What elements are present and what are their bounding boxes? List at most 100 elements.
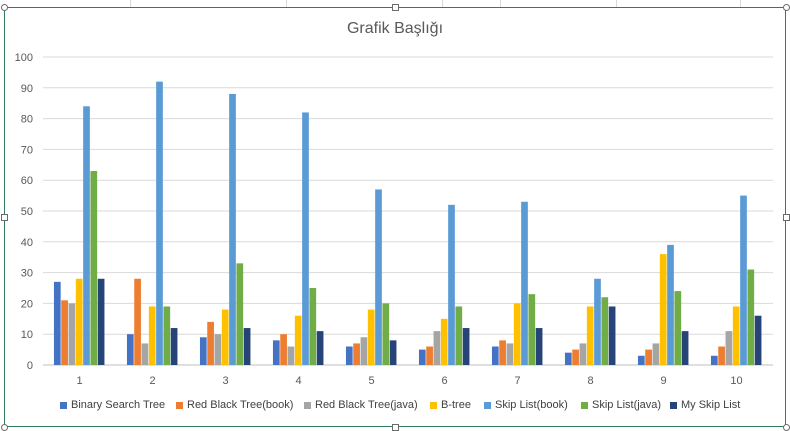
bar-b-tree-5[interactable]: [367, 309, 375, 365]
bar-binary-search-tree-1[interactable]: [53, 281, 61, 365]
resize-handle-top-left[interactable]: [1, 4, 8, 11]
bar-binary-search-tree-9[interactable]: [637, 355, 645, 365]
bar-binary-search-tree-6[interactable]: [418, 349, 426, 365]
legend-swatch: [60, 401, 67, 409]
bar-red-black-tree-java-10[interactable]: [725, 331, 733, 365]
bar-red-black-tree-book-3[interactable]: [207, 321, 214, 365]
bar-b-tree-3[interactable]: [221, 309, 229, 365]
chart-title[interactable]: Grafik Başlığı: [346, 20, 444, 37]
legend-swatch: [176, 401, 183, 409]
bar-red-black-tree-book-6[interactable]: [426, 346, 433, 365]
bar-skip-list-book-5[interactable]: [375, 189, 382, 365]
bar-my-skip-list-2[interactable]: [170, 328, 178, 365]
bar-red-black-tree-java-4[interactable]: [287, 346, 295, 365]
bar-binary-search-tree-4[interactable]: [272, 340, 280, 365]
bar-skip-list-book-4[interactable]: [302, 112, 309, 365]
bar-skip-list-book-9[interactable]: [667, 244, 674, 365]
bar-my-skip-list-3[interactable]: [243, 328, 251, 365]
bar-binary-search-tree-8[interactable]: [564, 352, 572, 365]
legend-item[interactable]: Binary Search Tree: [60, 399, 165, 411]
legend-label: Skip List(book): [495, 399, 568, 412]
bar-red-black-tree-java-6[interactable]: [433, 331, 441, 365]
y-tick-label: 100: [15, 52, 33, 64]
x-tick-label: 7: [514, 375, 520, 387]
legend-label: My Skip List: [681, 399, 741, 412]
bar-binary-search-tree-10[interactable]: [710, 355, 718, 365]
bar-skip-list-book-1[interactable]: [83, 106, 90, 365]
bar-binary-search-tree-5[interactable]: [345, 346, 353, 365]
bar-red-black-tree-book-4[interactable]: [280, 334, 287, 365]
resize-handle-top-center[interactable]: [392, 4, 399, 11]
bar-my-skip-list-6[interactable]: [462, 328, 470, 365]
bar-skip-list-java-7[interactable]: [528, 294, 536, 365]
bar-skip-list-java-5[interactable]: [382, 303, 390, 365]
resize-handle-middle-left[interactable]: [1, 214, 8, 221]
bar-red-black-tree-java-5[interactable]: [360, 337, 368, 365]
bar-skip-list-java-4[interactable]: [309, 288, 317, 365]
legend-item[interactable]: My Skip List: [670, 399, 740, 411]
bar-skip-list-java-10[interactable]: [747, 269, 755, 365]
bar-red-black-tree-java-1[interactable]: [68, 303, 76, 365]
bar-my-skip-list-10[interactable]: [754, 315, 762, 365]
x-tick-label: 2: [149, 375, 155, 387]
legend-item[interactable]: Skip List(java): [581, 399, 661, 411]
bar-red-black-tree-java-3[interactable]: [214, 334, 222, 365]
bar-red-black-tree-book-9[interactable]: [645, 349, 652, 365]
bar-skip-list-book-8[interactable]: [594, 278, 601, 365]
bar-b-tree-6[interactable]: [440, 318, 448, 365]
bar-red-black-tree-book-10[interactable]: [718, 346, 725, 365]
bar-b-tree-2[interactable]: [148, 306, 156, 365]
bar-b-tree-9[interactable]: [659, 254, 667, 365]
bar-b-tree-10[interactable]: [732, 306, 740, 365]
x-tick-label: 8: [587, 375, 593, 387]
bar-binary-search-tree-2[interactable]: [126, 334, 134, 365]
bar-my-skip-list-7[interactable]: [535, 328, 543, 365]
bar-skip-list-java-1[interactable]: [90, 170, 98, 365]
bar-red-black-tree-java-7[interactable]: [506, 343, 514, 365]
bar-red-black-tree-book-2[interactable]: [134, 278, 141, 365]
bar-red-black-tree-java-9[interactable]: [652, 343, 660, 365]
bar-b-tree-1[interactable]: [75, 278, 83, 365]
bar-skip-list-book-6[interactable]: [448, 204, 455, 365]
bar-skip-list-book-2[interactable]: [156, 81, 163, 365]
legend-item[interactable]: Skip List(book): [484, 399, 568, 411]
legend[interactable]: Binary Search Tree Red Black Tree(book) Re…: [0, 399, 790, 415]
bar-skip-list-java-9[interactable]: [674, 291, 682, 365]
bar-my-skip-list-5[interactable]: [389, 340, 397, 365]
x-tick-label: 5: [368, 375, 374, 387]
x-tick-label: 4: [295, 375, 301, 387]
bar-skip-list-java-8[interactable]: [601, 297, 609, 365]
bar-red-black-tree-java-8[interactable]: [579, 343, 587, 365]
bar-skip-list-java-3[interactable]: [236, 263, 244, 365]
bar-b-tree-4[interactable]: [294, 315, 302, 365]
bar-red-black-tree-book-8[interactable]: [572, 349, 579, 365]
bar-my-skip-list-4[interactable]: [316, 331, 324, 365]
sheet-gridlines: [0, 0, 790, 7]
bar-red-black-tree-book-7[interactable]: [499, 340, 506, 365]
bar-skip-list-java-6[interactable]: [455, 306, 463, 365]
bar-skip-list-book-3[interactable]: [229, 93, 236, 366]
bar-binary-search-tree-7[interactable]: [491, 346, 499, 365]
legend-label: Binary Search Tree: [71, 399, 166, 412]
x-tick-label: 6: [441, 375, 447, 387]
bar-b-tree-7[interactable]: [513, 303, 521, 365]
legend-swatch: [304, 401, 311, 409]
bar-skip-list-book-7[interactable]: [521, 201, 528, 365]
legend-item[interactable]: B-tree: [430, 399, 471, 411]
bar-my-skip-list-8[interactable]: [608, 306, 616, 365]
x-tick-label: 9: [660, 375, 666, 387]
bar-red-black-tree-java-2[interactable]: [141, 343, 149, 365]
legend-item[interactable]: Red Black Tree(java): [304, 399, 418, 411]
bar-my-skip-list-9[interactable]: [681, 331, 689, 365]
bar-skip-list-book-10[interactable]: [740, 195, 747, 365]
bar-b-tree-8[interactable]: [586, 306, 594, 365]
bar-binary-search-tree-3[interactable]: [199, 337, 207, 365]
bar-skip-list-java-2[interactable]: [163, 306, 171, 365]
legend-swatch: [670, 401, 677, 409]
y-tick-label: 70: [21, 144, 33, 156]
bar-my-skip-list-1[interactable]: [97, 278, 105, 365]
bar-red-black-tree-book-1[interactable]: [61, 300, 68, 365]
bar-red-black-tree-book-5[interactable]: [353, 343, 360, 365]
legend-item[interactable]: Red Black Tree(book): [176, 399, 293, 411]
